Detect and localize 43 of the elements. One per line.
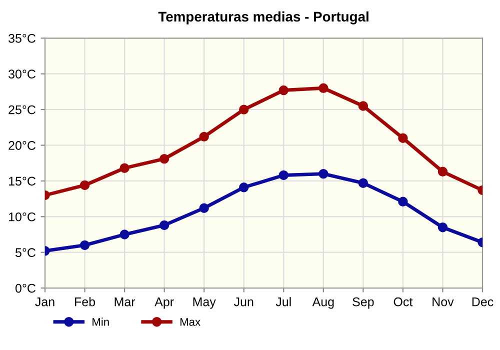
point (358, 178, 368, 188)
point (80, 240, 90, 250)
x-tick-label: Mar (114, 298, 136, 306)
x-tick-label: Aug (312, 298, 334, 309)
chart-title: Temperaturas medias - Portugal (158, 11, 368, 24)
point (199, 132, 209, 142)
point (199, 203, 209, 213)
legend-label: Min (92, 318, 109, 326)
point (239, 182, 249, 192)
point (80, 180, 90, 190)
x-tick-label: May (193, 298, 216, 309)
x-tick-label: Oct (394, 297, 413, 306)
point (318, 83, 328, 93)
y-tick-label: 15°C (9, 176, 36, 186)
point (438, 222, 448, 232)
x-tick-label: Feb (75, 297, 96, 306)
x-tick-label: Nov (432, 298, 454, 306)
y-tick-label: 30°C (8, 70, 36, 78)
legend-label: Max (180, 318, 200, 326)
point (239, 104, 249, 114)
y-tick-label: 10°C (9, 212, 36, 222)
point (438, 166, 448, 177)
point (358, 101, 368, 111)
point (159, 154, 170, 164)
x-tick-label: Dec (472, 298, 494, 306)
point (398, 196, 408, 207)
x-tick-label: Sep (352, 297, 374, 309)
point (278, 85, 288, 96)
point (120, 230, 130, 240)
x-tick-label: Jul (276, 297, 291, 306)
point (398, 133, 408, 143)
point (278, 170, 288, 180)
point (159, 220, 170, 230)
y-tick-label: 20°C (8, 141, 36, 150)
x-tick-label: Jan (35, 298, 54, 306)
x-tick-label: Jun (234, 298, 254, 306)
y-tick-label: 25°C (8, 105, 36, 114)
x-tick-label: Apr (154, 298, 174, 309)
y-tick-label: 0°C (15, 284, 36, 293)
point (120, 163, 130, 173)
y-tick-label: 35°C (8, 34, 36, 43)
y-tick-label: 5°C (15, 248, 36, 257)
point (318, 168, 328, 179)
